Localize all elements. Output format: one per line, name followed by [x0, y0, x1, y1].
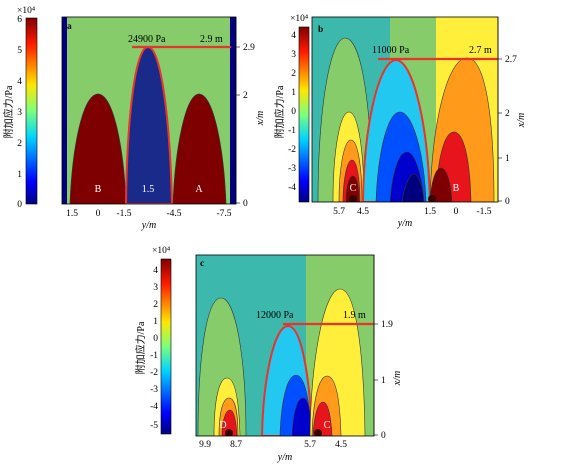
colorbar-b: [298, 26, 310, 203]
colorbar-label-c: 附加应力/Pa: [134, 321, 147, 374]
x-axis-tick: 5.7: [333, 207, 345, 217]
plot-area-b: [312, 17, 498, 202]
marker-d: D: [219, 420, 226, 431]
annotation-stress-b: 11000 Pa: [372, 45, 410, 56]
panel-b: ×10⁴ 4 3 2 1 0 -1 -2 -3 -4 附加应力/Pa: [273, 14, 527, 229]
panel-letter-b: b: [318, 25, 323, 35]
colorbar-tick: -3: [288, 164, 296, 174]
right-axis-b: 2.7 2 1 0 x/m: [497, 17, 527, 207]
colorbar-tick: 2: [153, 300, 158, 310]
right-axis-tick: 1.9: [381, 320, 393, 330]
x-axis-a: 1.5 0 -1.5 -4.5 -7.5 y/m: [66, 209, 232, 231]
marker-c: C: [324, 420, 331, 431]
colorbar-tick: 5: [17, 46, 22, 56]
marker-center: 1.5: [142, 184, 155, 195]
x-axis-tick: -1.5: [116, 209, 131, 219]
stress-lobe-right: [172, 93, 227, 204]
x-axis-label-a: y/m: [141, 220, 156, 231]
right-axis-tick: 2.7: [505, 55, 517, 65]
annotation-stress-c: 12000 Pa: [256, 310, 294, 321]
marker-c: C: [350, 183, 357, 194]
colorbar-tick: 3: [153, 283, 158, 293]
colorbar-ticks-c: 4 3 2 1 0 -1 -2 -3 -4 -5: [150, 266, 158, 431]
x-axis-b: 5.7 4.5 1.5 0 -1.5 y/m: [333, 207, 492, 229]
colorbar-tick: 4: [291, 31, 296, 41]
colorbar-tick: 0: [17, 200, 22, 210]
plot-area-a: [62, 17, 236, 204]
marker-b: B: [453, 183, 460, 194]
colorbar-tick: 2: [291, 69, 296, 79]
x-axis-tick: 5.7: [304, 440, 316, 450]
colorbar-tick: 1: [291, 88, 296, 98]
colorbar-tick: 4: [153, 266, 158, 276]
right-axis-tick: 1: [381, 376, 386, 386]
x-axis-tick: 1.5: [66, 209, 78, 219]
annotation-depth-a: 2.9 m: [200, 34, 223, 45]
colorbar-tick: 3: [17, 108, 22, 118]
x-axis-tick: 0: [96, 209, 101, 219]
right-axis-tick: 2.9: [243, 43, 255, 53]
x-axis-tick: 0: [454, 207, 459, 217]
right-axis-label-c: x/m: [392, 371, 403, 386]
right-axis-tick: 0: [505, 197, 510, 207]
x-axis-tick: -4.5: [166, 209, 181, 219]
colorbar-tick: -3: [150, 385, 158, 395]
right-axis-label-a: x/m: [255, 111, 266, 126]
x-axis-tick: 4.5: [335, 440, 347, 450]
colorbar-label-a: 附加应力/Pa: [2, 85, 15, 138]
annotation-stress-a: 24900 Pa: [128, 34, 166, 45]
colorbar-tick: -2: [288, 145, 296, 155]
x-axis-label-b: y/m: [397, 218, 412, 229]
colorbar-exponent-c: ×10⁴: [152, 246, 171, 256]
right-axis-tick: 0: [381, 431, 386, 441]
right-axis-tick: 2: [505, 109, 510, 119]
colorbar-tick: 0: [291, 107, 296, 117]
panel-c: ×10⁴ 4 3 2 1 0 -1 -2 -3 -4 -5 附加应力/Pa: [134, 246, 403, 463]
right-axis-tick: 0: [243, 199, 248, 209]
colorbar-c: [160, 258, 172, 435]
annotation-depth-b: 2.7 m: [469, 45, 492, 56]
annotation-depth-c: 1.9 m: [343, 310, 366, 321]
right-axis-tick: 2: [243, 91, 248, 101]
x-axis-c: 9.9 8.7 5.7 4.5 y/m: [199, 440, 347, 463]
panel-letter-a: a: [67, 22, 72, 32]
colorbar-tick: -2: [150, 368, 158, 378]
panel-letter-c: c: [200, 259, 204, 269]
x-axis-tick: -1.5: [476, 207, 491, 217]
colorbar-tick: 3: [291, 50, 296, 60]
colorbar-tick: -5: [150, 421, 158, 431]
stress-lobe-left: [69, 93, 127, 204]
plot-area-c: [196, 255, 374, 436]
colorbar-label-b: 附加应力/Pa: [273, 85, 286, 138]
colorbar-ticks-b: 4 3 2 1 0 -1 -2 -3 -4: [288, 31, 296, 193]
x-axis-tick: 4.5: [357, 207, 369, 217]
right-axis-label-b: x/m: [516, 113, 527, 128]
right-axis-a: 2.9 2 0 x/m: [235, 17, 266, 209]
x-axis-tick: 1.5: [424, 207, 436, 217]
colorbar-tick: 4: [17, 77, 22, 87]
marker-a: A: [195, 184, 203, 195]
colorbar-ticks-a: 6 5 4 3 2 1 0: [17, 15, 22, 210]
x-axis-tick: 9.9: [199, 440, 211, 450]
x-axis-tick: 8.7: [230, 440, 242, 450]
marker-b: B: [95, 184, 102, 195]
colorbar-tick: 0: [153, 334, 158, 344]
colorbar-tick: -1: [150, 351, 158, 361]
right-axis-tick: 1: [505, 154, 510, 164]
colorbar-exponent-b: ×10⁴: [290, 14, 309, 24]
colorbar-a: [25, 17, 38, 205]
colorbar-tick: -4: [288, 183, 296, 193]
panel-a: ×10⁴ 6 5 4 3 2 1 0 附加应力/Pa a 24900: [2, 6, 266, 231]
colorbar-tick: 1: [153, 317, 158, 327]
colorbar-tick: -4: [150, 402, 158, 412]
colorbar-tick: 6: [17, 15, 22, 25]
x-axis-tick: -7.5: [216, 209, 231, 219]
colorbar-exponent-a: ×10⁴: [17, 6, 36, 16]
colorbar-tick: 2: [17, 139, 22, 149]
colorbar-tick: -1: [288, 126, 296, 136]
x-axis-label-c: y/m: [277, 452, 292, 463]
colorbar-tick: 1: [17, 170, 22, 180]
right-axis-c: 1.9 1 0 x/m: [373, 255, 403, 441]
